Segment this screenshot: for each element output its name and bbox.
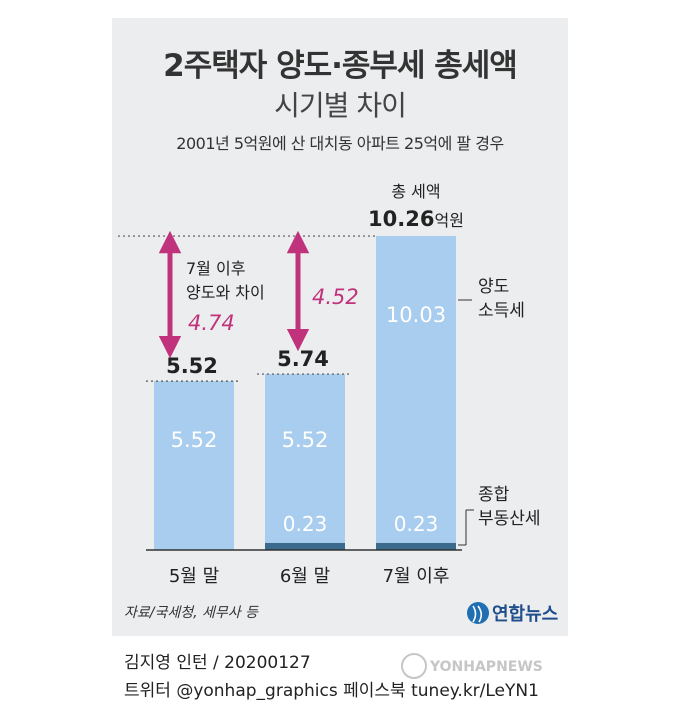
capital-gains-label: 5.52 [171,428,218,452]
total-value-label: 5.74 [277,347,329,371]
capital-gains-label: 10.03 [386,303,446,327]
source-note: 자료/국세청, 세무사 등 [124,605,259,621]
bar-capital-gains [265,374,345,543]
watermark-text: YONHAPNEWS [429,659,543,675]
social-credit: 트위터 @yonhap_graphics 페이스북 tuney.kr/LeYN1 [124,681,539,701]
property-tax-label: 0.23 [283,512,328,536]
category-label: 6월 말 [280,566,330,587]
chart-subtitle: 시기별 차이 [274,89,407,122]
legend-label: 종합 [478,485,510,505]
author-credit: 김지영 인턴 / 20200127 [124,653,311,673]
legend-label: 소득세 [478,301,525,321]
yonhap-logo-icon [467,602,489,624]
property-tax-label: 0.23 [394,512,439,536]
bar-capital-gains [154,381,234,550]
bar-property-tax [265,542,345,550]
category-label: 5월 말 [169,566,219,587]
total-caption: 총 세액 [391,182,440,201]
difference-caption: 7월 이후 [186,259,245,278]
difference-value: 4.52 [312,285,359,309]
total-value-label: 5.52 [166,354,218,378]
category-label: 7월 이후 [383,566,450,587]
chart-note: 2001년 5억원에 산 대치동 아파트 25억에 팔 경우 [176,134,504,153]
yonhap-logo-mark [472,605,483,623]
bar-capital-gains [376,236,456,543]
chart-title: 2주택자 양도·종부세 총세액 [163,48,518,84]
difference-value: 4.74 [188,311,235,335]
legend-label: 부동산세 [478,509,541,529]
capital-gains-label: 5.52 [282,428,329,452]
difference-caption: 양도와 차이 [186,283,265,302]
logo-text: 연합뉴스 [492,603,558,625]
bar-property-tax [376,542,456,550]
watermark-logo-icon [401,653,427,679]
total-value-label: 10.26억원 [368,207,464,231]
legend-label: 양도 [478,277,509,297]
